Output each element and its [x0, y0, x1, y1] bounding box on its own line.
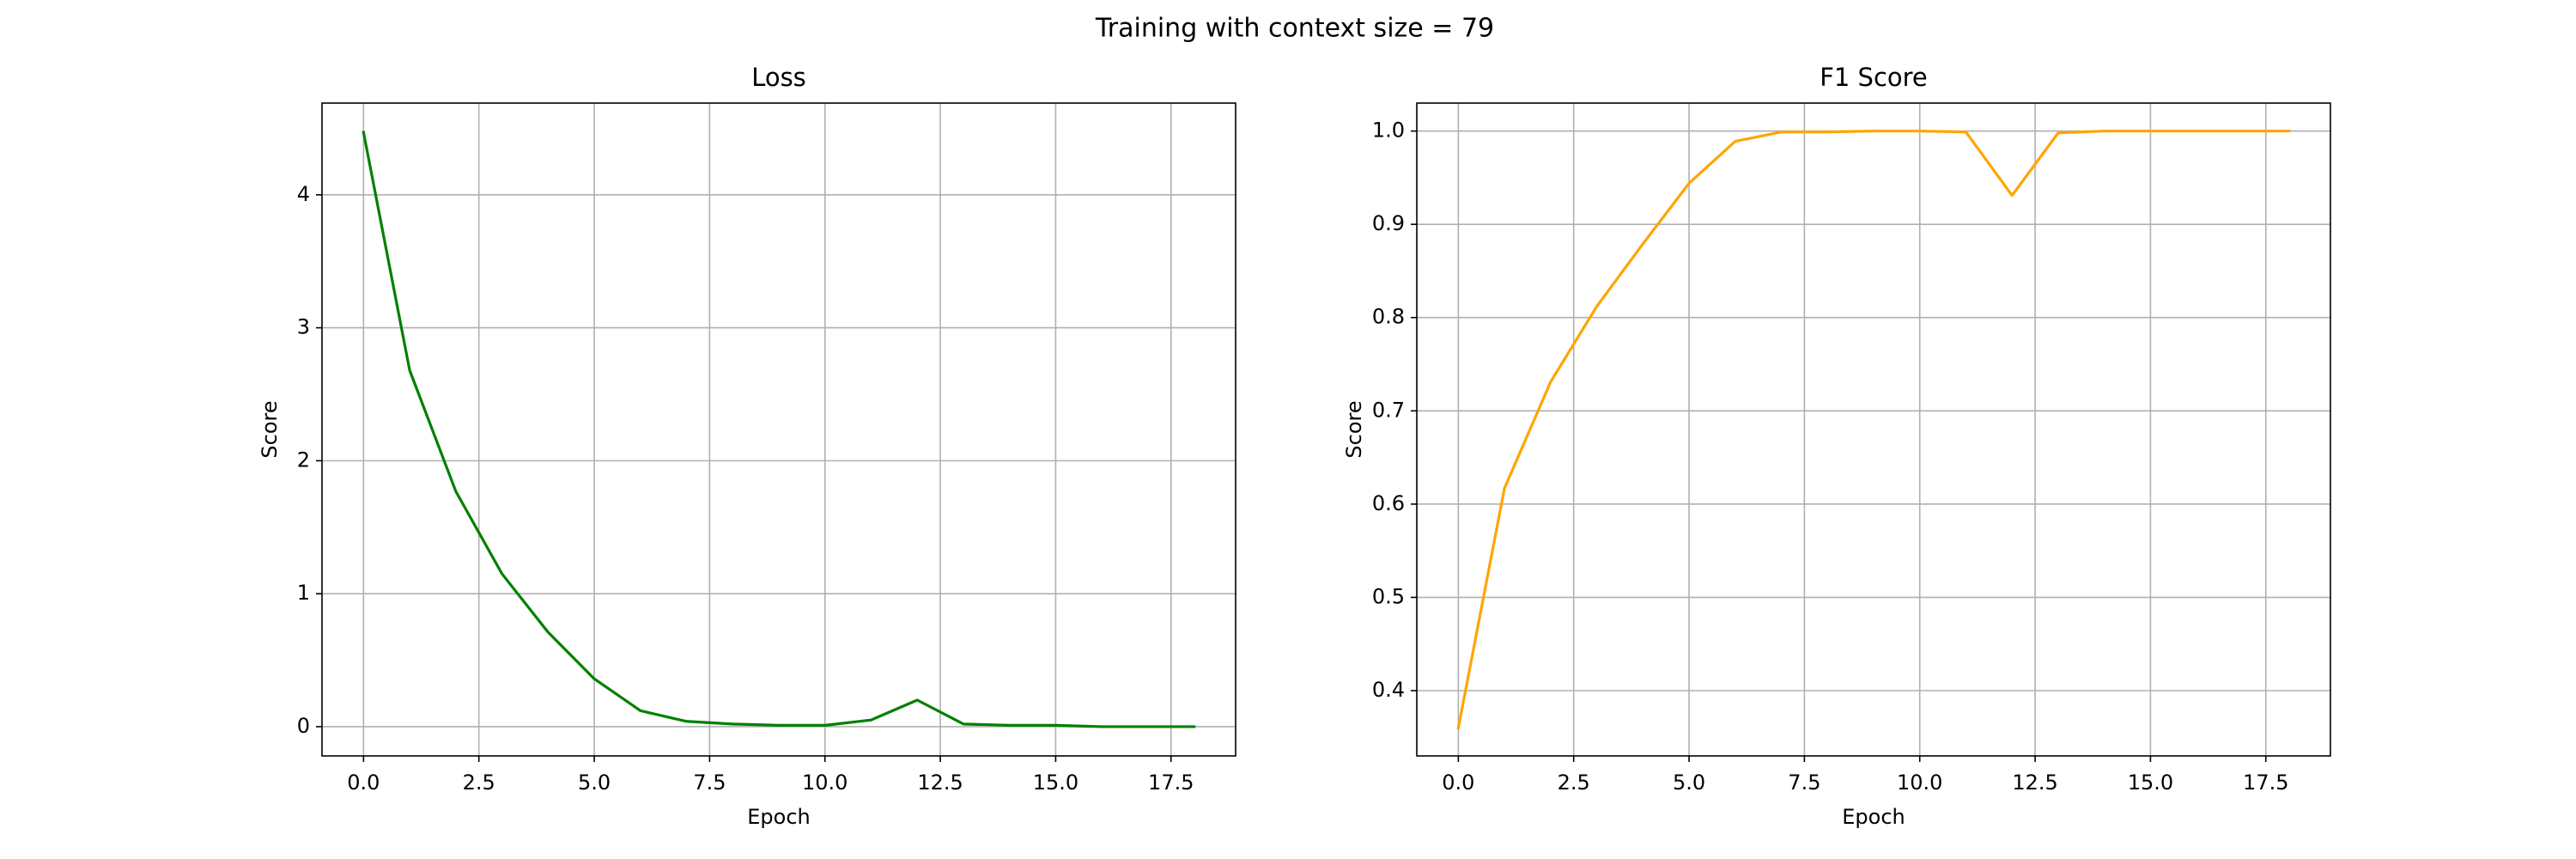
f1-series-line — [1456, 129, 2291, 730]
loss-plot-area — [322, 103, 1236, 756]
f1-xtick-label: 15.0 — [2128, 771, 2173, 795]
f1-ytick-label: 1.0 — [1372, 119, 1405, 143]
f1-ytick-label: 0.8 — [1372, 305, 1405, 329]
f1-xtick-label: 17.5 — [2243, 771, 2288, 795]
loss-ytick-label: 4 — [297, 182, 310, 206]
loss-axes: 0.0 2.5 5.0 7.5 10.0 12.5 15.0 17.5 0 1 2 3 4 Loss Epo… — [258, 63, 1236, 829]
f1-plot-area — [1417, 103, 2330, 756]
loss-ytick-label: 1 — [297, 581, 310, 605]
f1-ytick-label: 0.5 — [1372, 584, 1405, 608]
f1-xlabel: Epoch — [1842, 805, 1905, 829]
f1-title: F1 Score — [1820, 63, 1928, 92]
loss-series-line — [361, 131, 1196, 728]
f1-xtick-label: 12.5 — [2012, 771, 2057, 795]
loss-ytick-label: 0 — [297, 714, 310, 738]
f1-xtick-label: 10.0 — [1897, 771, 1942, 795]
loss-xtick-label: 5.0 — [578, 771, 611, 795]
loss-xtick-label: 12.5 — [917, 771, 963, 795]
f1-ytick-label: 0.6 — [1372, 491, 1405, 515]
f1-xtick-label: 2.5 — [1558, 771, 1590, 795]
axes-container: 0.0 2.5 5.0 7.5 10.0 12.5 15.0 17.5 0 1 2 3 4 Loss Epo… — [258, 63, 2331, 829]
f1-ytick-label: 0.4 — [1372, 678, 1405, 702]
f1-axes: 0.0 2.5 5.0 7.5 10.0 12.5 15.0 17.5 0.4 0.5 0.6 0.7… — [1342, 63, 2331, 829]
loss-xlabel: Epoch — [747, 805, 811, 829]
loss-xtick-label: 7.5 — [693, 771, 726, 795]
f1-xtick-label: 0.0 — [1442, 771, 1474, 795]
f1-xtick-label: 7.5 — [1788, 771, 1820, 795]
f1-ytick-label: 0.7 — [1372, 398, 1405, 422]
loss-xtick-label: 0.0 — [347, 771, 380, 795]
loss-xtick-label: 2.5 — [463, 771, 495, 795]
loss-xtick-label: 10.0 — [802, 771, 848, 795]
loss-axes-frame — [321, 102, 1236, 757]
loss-xtick-label: 17.5 — [1148, 771, 1194, 795]
loss-ylabel: Score — [258, 400, 282, 458]
loss-ytick-label: 3 — [297, 315, 310, 339]
f1-ytick-label: 0.9 — [1372, 211, 1405, 235]
loss-ytick-label: 2 — [297, 448, 310, 472]
loss-title: Loss — [751, 63, 806, 92]
loss-xtick-label: 15.0 — [1033, 771, 1078, 795]
f1-axes-frame — [1416, 102, 2331, 757]
f1-ylabel: Score — [1342, 400, 1366, 458]
f1-xtick-label: 5.0 — [1673, 771, 1705, 795]
figure-suptitle: Training with context size = 79 — [1095, 14, 1494, 44]
